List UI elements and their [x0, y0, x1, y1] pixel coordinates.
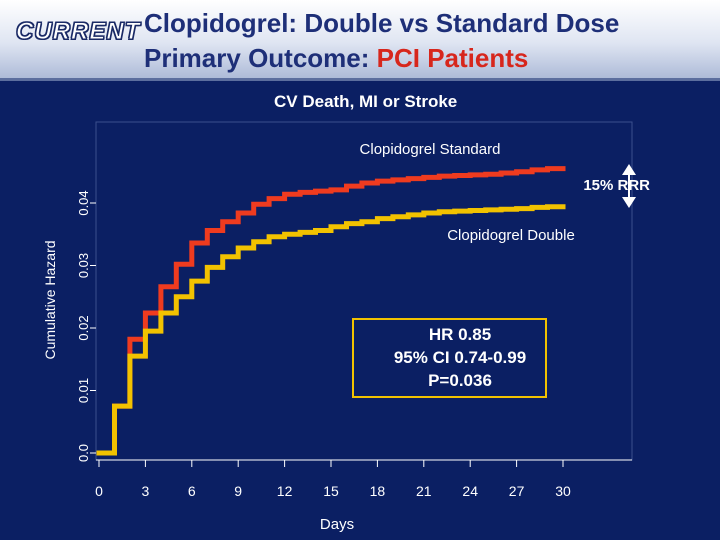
- x-tick-label-6: 6: [188, 483, 196, 499]
- y-tick-label-0.0: 0.0: [76, 444, 91, 462]
- p-value-text: P=0.036: [428, 371, 492, 390]
- title-highlight: PCI Patients: [376, 43, 529, 73]
- series-line-double: [96, 204, 566, 456]
- x-tick-label-15: 15: [323, 483, 339, 499]
- x-tick-label-3: 3: [142, 483, 150, 499]
- title-line-2-prefix: Primary Outcome:: [144, 43, 377, 73]
- rrr-label: 15% RRR: [583, 177, 650, 194]
- y-tick-label-0.02: 0.02: [76, 315, 91, 340]
- series-line-standard: [96, 166, 566, 456]
- confidence-interval-text: 95% CI 0.74-0.99: [394, 348, 526, 367]
- title-line-2: Primary Outcome: PCI Patients: [144, 41, 714, 76]
- rrr-arrow-up-icon: [622, 164, 636, 175]
- x-tick-label-18: 18: [370, 483, 386, 499]
- x-tick-label-30: 30: [555, 483, 571, 499]
- x-tick-label-27: 27: [509, 483, 525, 499]
- y-tick-label-0.04: 0.04: [76, 190, 91, 215]
- x-tick-label-21: 21: [416, 483, 432, 499]
- header-band: [0, 0, 720, 78]
- chart-subtitle: CV Death, MI or Stroke: [274, 92, 458, 111]
- x-axis-title: Days: [320, 516, 354, 533]
- header-divider: [0, 78, 720, 81]
- plot-frame: [95, 121, 633, 461]
- current-logo: CURRENT: [16, 18, 141, 46]
- x-tick-label-24: 24: [462, 483, 478, 499]
- stats-box: [352, 318, 547, 398]
- y-tick-label-0.03: 0.03: [76, 253, 91, 278]
- slide-title: Clopidogrel: Double vs Standard Dose Pri…: [144, 6, 714, 76]
- y-tick-label-0.01: 0.01: [76, 378, 91, 403]
- x-tick-label-0: 0: [95, 483, 103, 499]
- standard-series-label: Clopidogrel Standard: [360, 141, 501, 158]
- hazard-ratio-text: HR 0.85: [429, 325, 491, 344]
- x-tick-label-9: 9: [234, 483, 242, 499]
- double-series-label: Clopidogrel Double: [447, 227, 575, 244]
- x-tick-label-12: 12: [277, 483, 293, 499]
- y-axis-title: Cumulative Hazard: [42, 240, 58, 359]
- rrr-arrow-down-icon: [622, 197, 636, 208]
- title-line-1: Clopidogrel: Double vs Standard Dose: [144, 8, 620, 38]
